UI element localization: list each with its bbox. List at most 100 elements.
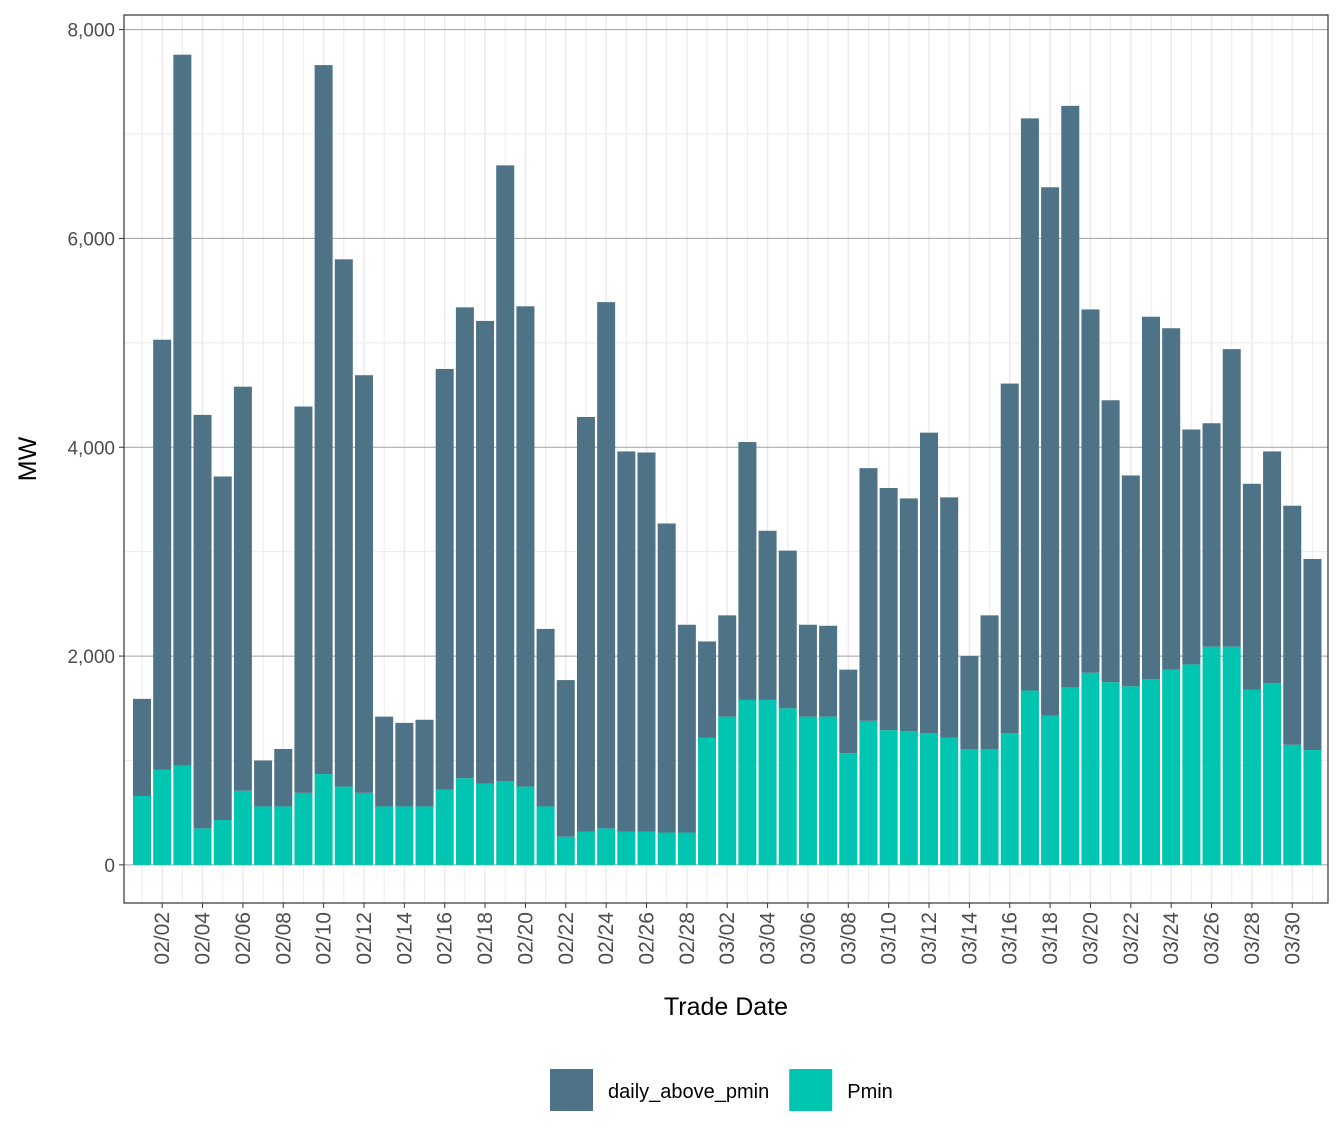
bar-segment <box>1142 316 1160 680</box>
bar-segment <box>274 806 293 865</box>
bar-segment <box>1242 689 1261 865</box>
x-tick-label: 03/24 <box>1160 912 1183 965</box>
bar-segment <box>1061 687 1080 865</box>
bar-segment <box>597 302 616 829</box>
bar-segment <box>153 769 172 865</box>
x-tick-label: 02/18 <box>474 912 497 965</box>
bar-segment <box>233 790 252 865</box>
bar-segment <box>496 781 515 865</box>
x-tick-label: 03/22 <box>1120 912 1143 965</box>
x-tick-label: 03/18 <box>1039 912 1062 965</box>
x-axis-title: Trade Date <box>664 993 788 1021</box>
bar-segment <box>778 708 797 865</box>
bar-segment <box>738 442 757 700</box>
bar-segment <box>415 719 434 807</box>
y-tick-label: 6,000 <box>67 229 115 250</box>
bar-segment <box>1101 400 1120 683</box>
bar-segment <box>213 476 232 820</box>
y-tick-label: 8,000 <box>67 21 115 42</box>
bar-segment <box>415 806 434 865</box>
plot-border <box>123 14 1329 904</box>
bar-segment <box>758 530 777 700</box>
x-tick-label: 02/10 <box>313 912 336 965</box>
bar-segment <box>677 624 696 833</box>
bar-segment <box>798 716 817 865</box>
bar-segment <box>1041 187 1060 716</box>
x-tick-label: 03/10 <box>878 912 901 965</box>
bar-segment <box>698 641 717 738</box>
bar-segment <box>1121 686 1140 865</box>
x-tick-label: 02/02 <box>151 912 174 965</box>
bar-segment <box>455 307 474 779</box>
bar-segment <box>657 832 676 865</box>
x-tick-label: 02/28 <box>676 912 699 965</box>
bar-segment <box>879 487 898 731</box>
bar-segment <box>899 731 918 865</box>
bar-segment <box>839 669 858 754</box>
bar-segment <box>940 737 959 865</box>
bar-segment <box>435 789 454 865</box>
bar-segment <box>1263 683 1282 865</box>
bar-segment <box>1222 349 1241 647</box>
legend-key <box>789 1069 833 1111</box>
bar-segment <box>536 806 555 865</box>
bar-segment <box>556 680 575 837</box>
bar-segment <box>920 733 939 865</box>
x-tick-label: 02/26 <box>636 912 659 965</box>
bar-segment <box>1303 750 1322 865</box>
bar-segment <box>1242 483 1261 690</box>
bar-segment <box>980 615 999 749</box>
x-tick-label: 03/02 <box>716 912 739 965</box>
bar-segment <box>617 831 636 865</box>
bar-segment <box>637 452 656 832</box>
bar-segment <box>677 832 696 865</box>
legend-key <box>550 1069 593 1111</box>
bar-segment <box>1000 733 1019 865</box>
y-tick-label: 4,000 <box>67 438 115 459</box>
bar-segment <box>576 416 595 832</box>
y-axis-title: MW <box>14 436 42 481</box>
x-tick-label: 03/04 <box>757 912 780 965</box>
bar-segment <box>960 656 979 749</box>
bar-segment <box>193 828 212 865</box>
bar-segment <box>395 806 414 865</box>
bar-segment <box>1020 118 1039 691</box>
bar-segment <box>536 628 555 807</box>
bar-segment <box>173 54 192 766</box>
bar-segment <box>476 320 495 784</box>
x-tick-label: 03/14 <box>958 912 981 965</box>
bar-segment <box>193 414 212 829</box>
bar-segment <box>213 819 232 865</box>
bar-segment <box>1142 679 1160 865</box>
bar-segment <box>334 259 353 787</box>
bar-segment <box>899 498 918 732</box>
bar-segment <box>395 722 414 807</box>
bar-segment <box>133 795 151 865</box>
bar-segment <box>314 774 333 865</box>
x-tick-label: 02/20 <box>514 912 537 965</box>
bar-segment <box>375 806 394 865</box>
bar-segment <box>718 615 737 717</box>
bar-segment <box>435 368 454 790</box>
bar-segment <box>294 792 313 865</box>
x-tick-label: 03/28 <box>1241 912 1264 965</box>
bar-segment <box>617 451 636 832</box>
bar-segment <box>1061 105 1080 688</box>
bar-segment <box>1000 383 1019 734</box>
x-tick-label: 03/20 <box>1079 912 1102 965</box>
bar-segment <box>1162 328 1181 670</box>
x-tick-label: 03/30 <box>1281 912 1304 965</box>
bar-segment <box>375 716 394 807</box>
bar-segment <box>698 737 717 865</box>
bar-segment <box>133 698 151 796</box>
y-tick-label: 2,000 <box>67 647 115 668</box>
bar-segment <box>1081 672 1100 865</box>
bar-segment <box>1020 690 1039 865</box>
bar-segment <box>476 783 495 865</box>
bar-segment <box>556 836 575 865</box>
x-tick-label: 02/22 <box>555 912 578 965</box>
bar-segment <box>496 165 515 782</box>
bar-segment <box>1202 423 1221 647</box>
bar-segment <box>1283 744 1302 865</box>
bar-segment <box>1162 669 1181 865</box>
